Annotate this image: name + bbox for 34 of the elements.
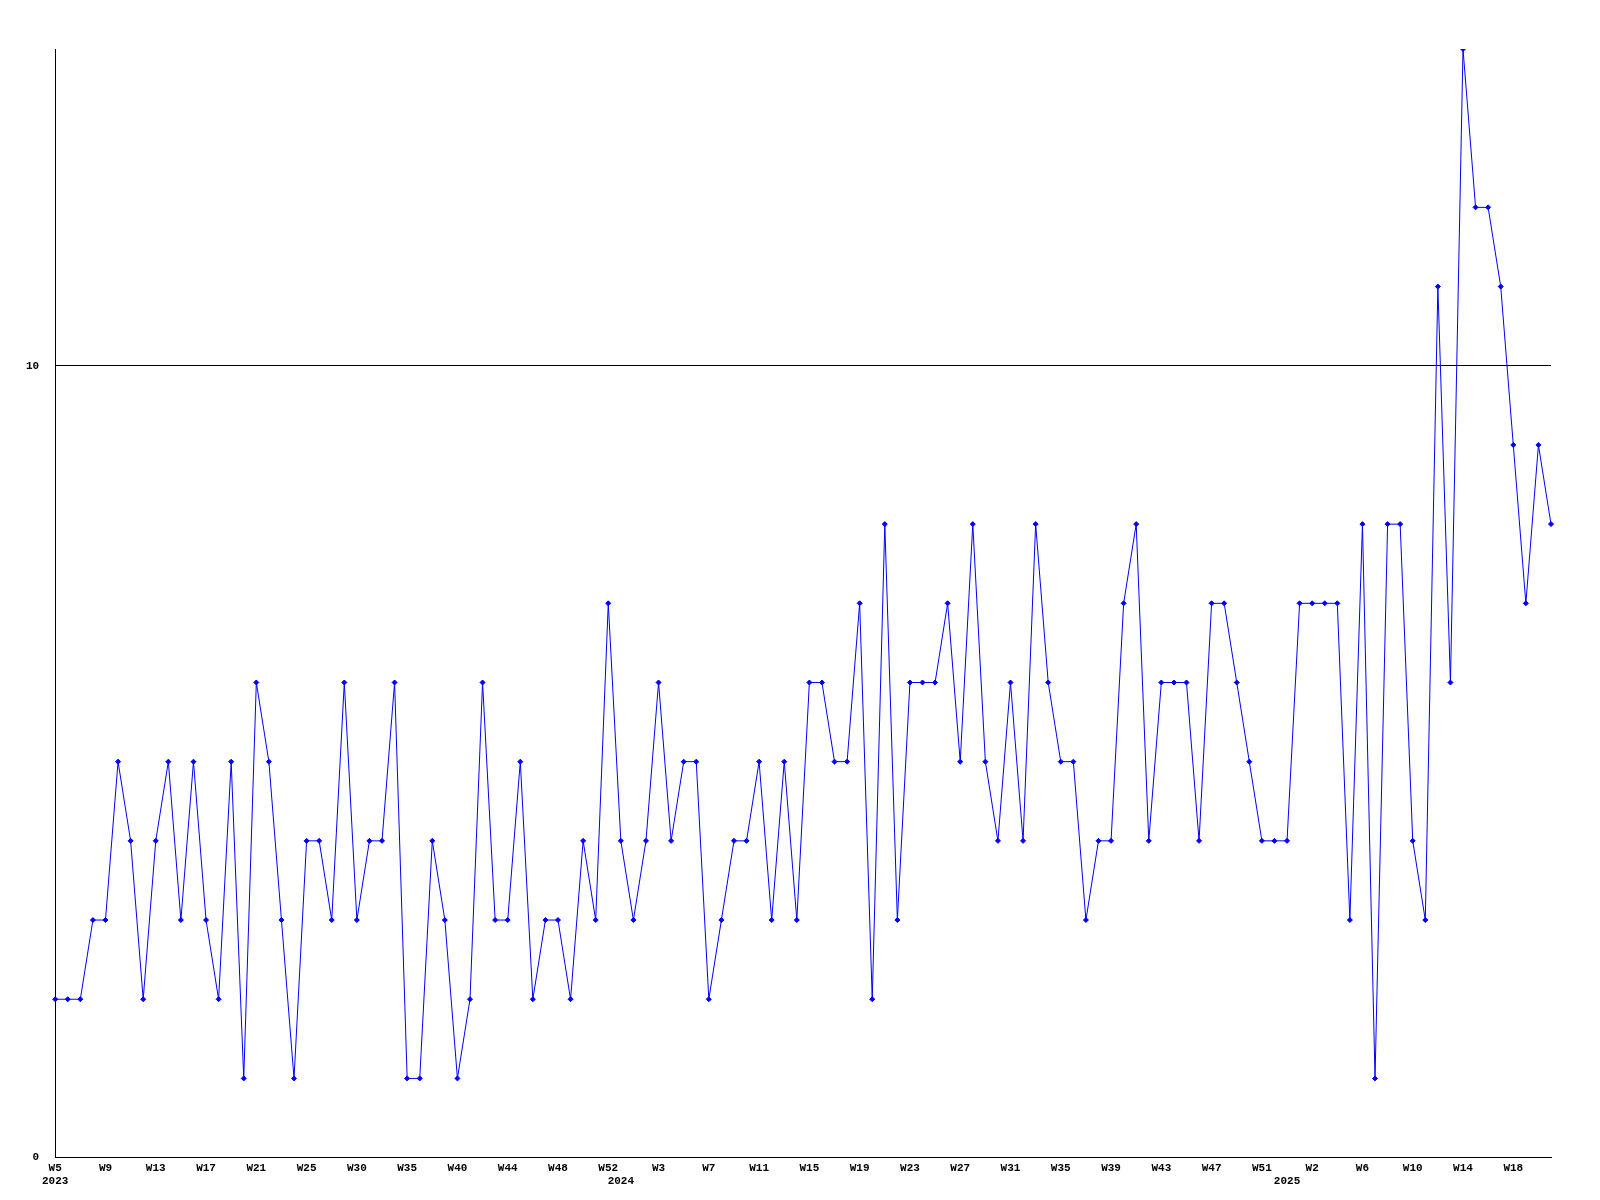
x-tick-label: W9 — [98, 1161, 113, 1174]
y-tick-label: 0 — [32, 1151, 40, 1164]
x-tick-label: W51 — [1251, 1161, 1273, 1174]
x-tick-label: W11 — [749, 1161, 770, 1174]
x-tick-label: W21 — [246, 1161, 267, 1174]
x-tick-label: W35 — [397, 1161, 418, 1174]
x-tick-label: W35 — [1050, 1161, 1072, 1174]
x-tick-label: W44 — [497, 1161, 519, 1174]
x-tick-label: W13 — [145, 1161, 167, 1174]
x-tick-label: W17 — [196, 1161, 216, 1174]
x-tick-label: W23 — [900, 1161, 921, 1174]
x-tick-label: W18 — [1503, 1161, 1524, 1174]
x-tick-label: W52 — [598, 1161, 619, 1174]
y-tick-label: 10 — [26, 359, 40, 372]
x-tick-label: W19 — [849, 1161, 870, 1174]
x-tick-label: W39 — [1101, 1161, 1121, 1174]
x-tick-label: W43 — [1151, 1161, 1172, 1174]
x-tick-label: W3 — [651, 1161, 666, 1174]
x-tick-label: W40 — [447, 1161, 468, 1174]
x-tick-label: W25 — [296, 1161, 317, 1174]
x-tick-label: 2024 — [607, 1175, 635, 1188]
x-tick-label: W10 — [1402, 1161, 1423, 1174]
x-tick-label: W7 — [702, 1161, 716, 1174]
x-tick-label: W2 — [1305, 1161, 1319, 1174]
x-tick-label: W48 — [548, 1161, 569, 1174]
x-tick-label: 2025 — [1273, 1175, 1301, 1188]
x-tick-label: W47 — [1201, 1161, 1222, 1174]
x-tick-label: W27 — [950, 1161, 971, 1174]
x-tick-label: W14 — [1453, 1161, 1474, 1174]
x-tick-label: W6 — [1355, 1161, 1370, 1174]
x-tick-label: W31 — [1000, 1161, 1021, 1174]
x-tick-label: W30 — [346, 1161, 367, 1174]
x-tick-label: W5 2023 — [42, 1161, 69, 1188]
x-tick-label: W15 — [799, 1161, 820, 1174]
